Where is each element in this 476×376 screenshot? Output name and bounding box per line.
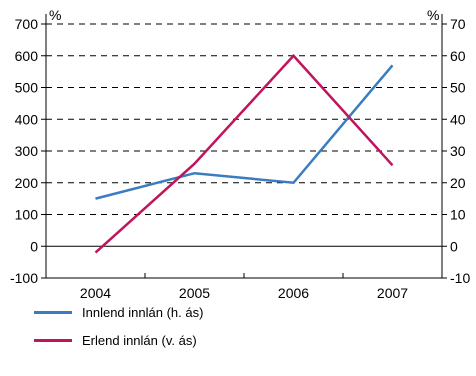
left-tick-label-100: 100 xyxy=(15,207,39,223)
right-tick-label-0: 0 xyxy=(450,238,458,254)
right-tick-label-30: 30 xyxy=(450,143,466,159)
left-tick-label--100: -100 xyxy=(10,270,38,286)
x-axis-ticks: 2004 2005 2006 2007 xyxy=(80,273,408,300)
right-tick-label-10: 10 xyxy=(450,207,466,223)
x-tick-label-2007: 2007 xyxy=(377,285,408,300)
left-tick-label-500: 500 xyxy=(15,80,39,96)
legend-label-innlend: Innlend innlán (h. ás) xyxy=(82,304,204,320)
left-tick-label-0: 0 xyxy=(30,238,38,254)
right-tick-label-60: 60 xyxy=(450,48,466,64)
axes xyxy=(45,14,443,279)
left-tick-label-300: 300 xyxy=(15,143,39,159)
x-tick-label-2005: 2005 xyxy=(179,285,210,300)
legend-item-innlend: Innlend innlán (h. ás) xyxy=(34,300,203,324)
series-line-1 xyxy=(94,53,394,254)
x-tick-label-2006: 2006 xyxy=(278,285,309,300)
series-lines xyxy=(94,53,394,254)
legend-item-erlend: Erlend innlán (v. ás) xyxy=(34,328,203,352)
left-tick-label-700: 700 xyxy=(15,16,39,32)
right-axis-unit: % xyxy=(427,7,439,23)
right-tick-label-70: 70 xyxy=(450,16,466,32)
series-line-0 xyxy=(95,64,394,200)
left-tick-label-400: 400 xyxy=(15,111,39,127)
legend: Innlend innlán (h. ás) Erlend innlán (v.… xyxy=(34,300,203,356)
right-tick-label-20: 20 xyxy=(450,175,466,191)
legend-swatch-erlend xyxy=(34,338,72,342)
x-tick-label-2004: 2004 xyxy=(80,285,111,300)
right-tick-label--10: -10 xyxy=(450,270,470,286)
grid-lines xyxy=(46,23,442,215)
left-axis-unit: % xyxy=(49,7,61,23)
left-tick-label-600: 600 xyxy=(15,48,39,64)
left-tick-label-200: 200 xyxy=(15,175,39,191)
legend-label-erlend: Erlend innlán (v. ás) xyxy=(82,332,197,348)
right-tick-label-50: 50 xyxy=(450,80,466,96)
right-axis-ticks: -10 0 10 20 30 40 50 60 70 xyxy=(442,16,470,286)
left-axis-ticks: -100 0 100 200 300 400 500 600 700 xyxy=(10,16,46,286)
legend-swatch-innlend xyxy=(34,310,72,314)
right-tick-label-40: 40 xyxy=(450,111,466,127)
